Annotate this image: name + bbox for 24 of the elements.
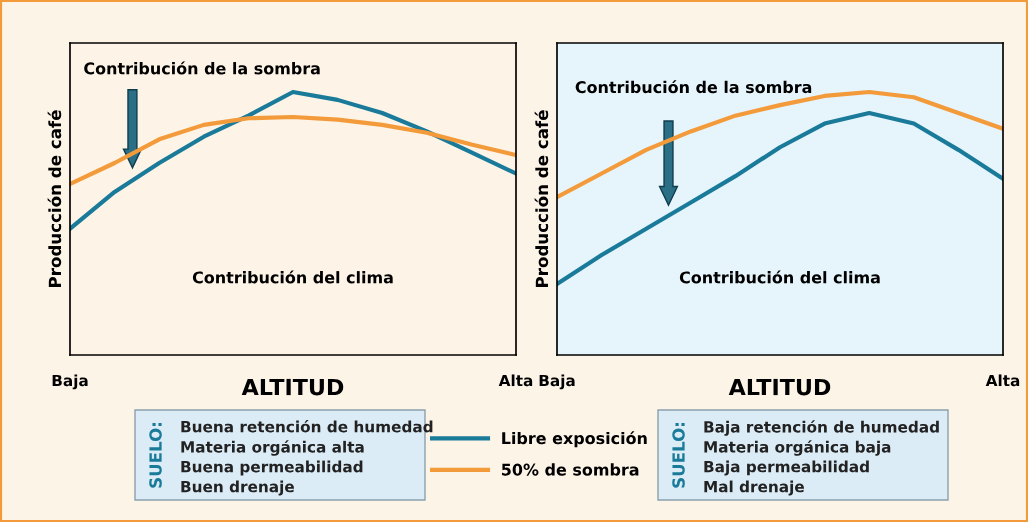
x-axis-title: ALTITUD	[241, 378, 344, 396]
text: SUELO:	[672, 422, 685, 488]
text: Baja permeabilidad	[704, 460, 869, 476]
text: Contribución de la sombra	[84, 61, 320, 75]
x-axis-title: ALTITUD	[728, 378, 831, 396]
annotation: Contribución de la sombra	[575, 80, 812, 94]
text: Materia orgánica alta	[181, 440, 364, 456]
annotation: Contribución del clima	[679, 270, 880, 284]
text: Buena retención de humedad	[181, 420, 433, 433]
text: Baja retención de humedad	[704, 420, 939, 436]
legend-label: 50% de sombra	[501, 463, 639, 476]
text: Buen drenaje	[181, 480, 294, 496]
x-tick-label: Alta	[985, 374, 1020, 387]
text: SUELO:	[149, 422, 162, 488]
y-axis-title: Producción de café	[47, 110, 62, 287]
y-axis-title: Producción de café	[534, 110, 549, 287]
annotation: Contribución del clima	[192, 270, 393, 284]
x-tick-label: Baja	[539, 374, 575, 390]
legend-label: Libre exposición	[502, 431, 647, 448]
x-tick-label: Alta	[498, 374, 533, 387]
text: Mal drenaje	[704, 480, 804, 496]
text: Materia orgánica baja	[704, 440, 891, 456]
text: Buena permeabilidad	[181, 460, 363, 476]
x-tick-label: Baja	[52, 374, 88, 390]
